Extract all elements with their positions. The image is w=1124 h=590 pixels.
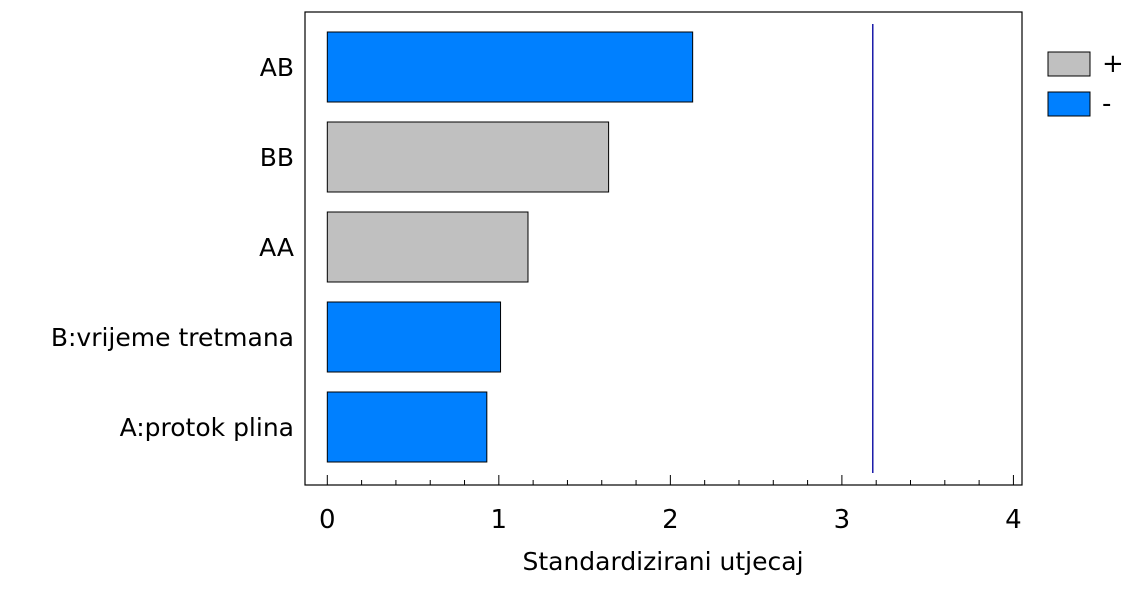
bar-3 bbox=[326, 211, 529, 283]
legend-label: + bbox=[1102, 49, 1124, 79]
x-tick-label: 3 bbox=[834, 505, 851, 535]
bar-4 bbox=[326, 301, 502, 373]
category-label: AB bbox=[260, 53, 294, 82]
category-label: B:vrijeme tretmana bbox=[51, 323, 294, 352]
legend-label: - bbox=[1102, 89, 1111, 119]
bar-2 bbox=[326, 121, 610, 193]
x-axis-title: Standardizirani utjecaj bbox=[522, 547, 803, 576]
x-tick-label: 0 bbox=[319, 505, 336, 535]
category-labels: AB BB AA B:vrijeme tretmana A:protok plina bbox=[51, 53, 294, 442]
legend: +- bbox=[1047, 49, 1124, 119]
category-label: A:protok plina bbox=[120, 413, 294, 442]
legend-swatch bbox=[1047, 91, 1091, 117]
category-label: BB bbox=[260, 143, 294, 172]
plot-frame bbox=[304, 11, 1023, 486]
bar-5 bbox=[326, 391, 488, 463]
category-label: AA bbox=[259, 233, 294, 262]
legend-swatch bbox=[1047, 51, 1091, 77]
x-tick-label: 2 bbox=[662, 505, 679, 535]
bar-1 bbox=[326, 31, 694, 103]
x-tick-label: 4 bbox=[1005, 505, 1022, 535]
bars bbox=[326, 31, 694, 463]
plot-area bbox=[304, 11, 1023, 486]
x-axis: 0 1 2 3 4 bbox=[319, 475, 1022, 535]
x-tick-label: 1 bbox=[491, 505, 508, 535]
